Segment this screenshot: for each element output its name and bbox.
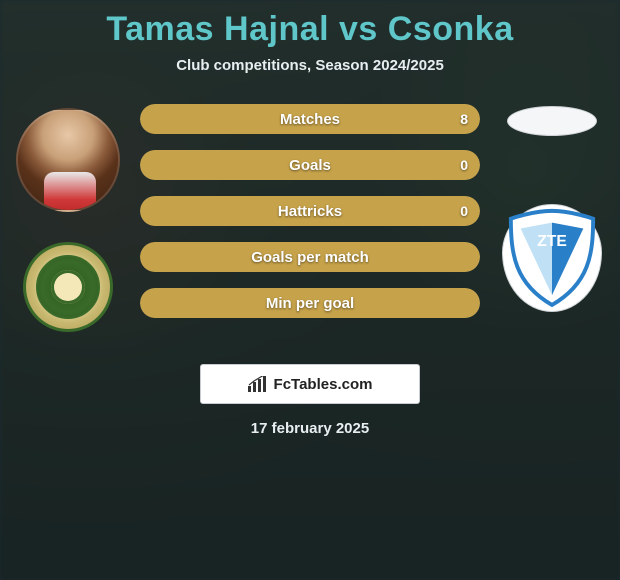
stat-row: Hattricks0 xyxy=(140,196,480,226)
stat-right-value: 0 xyxy=(460,150,468,180)
stat-label: Matches xyxy=(140,104,480,134)
right-player-column: ZTE xyxy=(492,96,612,356)
attribution-badge: FcTables.com xyxy=(200,364,420,404)
chart-icon xyxy=(248,376,268,392)
subtitle: Club competitions, Season 2024/2025 xyxy=(0,57,620,74)
page-title: Tamas Hajnal vs Csonka xyxy=(0,0,620,49)
stat-label: Goals per match xyxy=(140,242,480,272)
stat-bars: Matches8Goals0Hattricks0Goals per matchM… xyxy=(140,104,480,334)
stat-row: Matches8 xyxy=(140,104,480,134)
stat-right-value: 0 xyxy=(460,196,468,226)
stat-label: Hattricks xyxy=(140,196,480,226)
stat-row: Goals0 xyxy=(140,150,480,180)
attribution-text: FcTables.com xyxy=(274,376,373,393)
infographic-root: Tamas Hajnal vs Csonka Club competitions… xyxy=(0,0,620,580)
svg-text:ZTE: ZTE xyxy=(537,233,567,250)
stat-row: Min per goal xyxy=(140,288,480,318)
stat-label: Min per goal xyxy=(140,288,480,318)
stat-label: Goals xyxy=(140,150,480,180)
stat-row: Goals per match xyxy=(140,242,480,272)
left-player-photo xyxy=(16,108,120,212)
date-text: 17 february 2025 xyxy=(0,420,620,437)
shield-icon: ZTE xyxy=(503,205,601,311)
comparison-area: ZTE Matches8Goals0Hattricks0Goals per ma… xyxy=(0,96,620,356)
stat-right-value: 8 xyxy=(460,104,468,134)
left-club-badge xyxy=(23,242,113,332)
left-player-column xyxy=(8,96,128,356)
right-player-placeholder xyxy=(507,106,597,136)
right-club-badge: ZTE xyxy=(502,204,602,312)
